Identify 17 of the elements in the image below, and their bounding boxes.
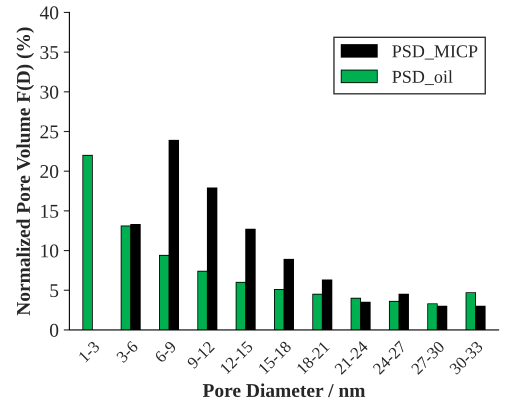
x-axis-title: Pore Diameter / nm [202,383,366,398]
y-tick-label: 30 [40,86,58,99]
y-axis-title: Normalized Pore Volume F(D) (%) [16,27,34,316]
x-tick-label: 6-9 [154,340,177,364]
x-tick-label: 1-3 [78,340,100,363]
y-tick-label: 15 [41,204,58,218]
legend-label: PSD_oil [392,70,453,86]
x-tick-label: 3-6 [116,340,139,364]
x-tick-label: 9-12 [186,340,215,370]
y-tick-label: 40 [40,6,58,20]
y-tick-label: 10 [41,244,58,258]
y-tick-label: 25 [40,125,58,138]
y-tick-label: 5 [50,284,58,298]
y-tick-label: 0 [50,324,58,337]
legend-label: PSD_MICP [392,45,478,60]
y-tick-label: 35 [40,46,58,60]
y-tick-label: 20 [40,165,58,178]
